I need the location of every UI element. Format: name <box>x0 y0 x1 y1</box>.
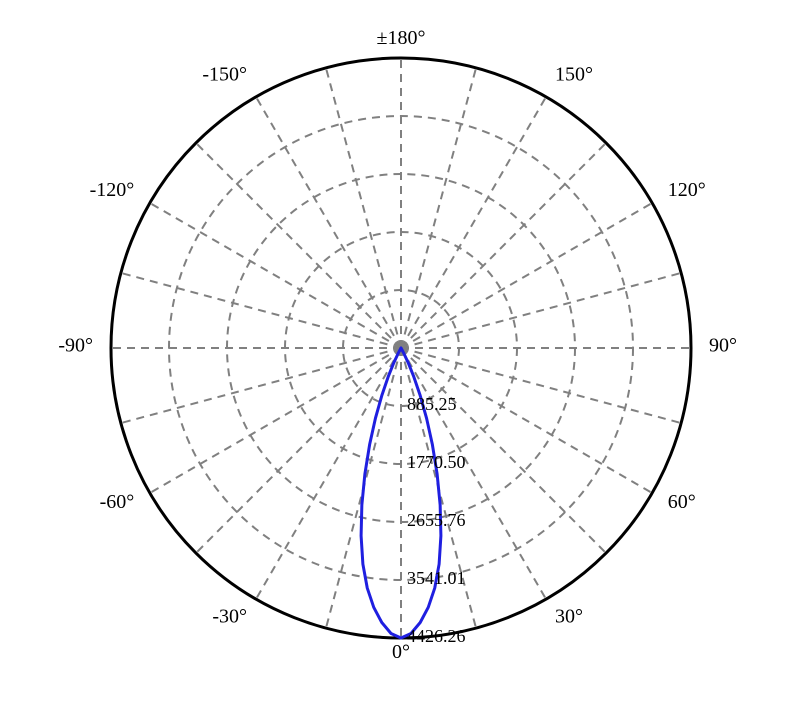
radial-tick-label: 885.25 <box>407 394 457 414</box>
angle-tick-label: 30° <box>555 606 583 628</box>
angle-tick-label: 90° <box>709 335 737 357</box>
polar-chart: 885.25 1770.50 2655.76 3541.01 4426.26 ±180° 1… <box>0 0 803 703</box>
angle-tick-label: 120° <box>668 179 706 201</box>
angle-tick-label: -60° <box>100 491 135 513</box>
angle-tick-label: -120° <box>90 179 135 201</box>
angle-tick-label: -30° <box>212 606 247 628</box>
angle-tick-label: -90° <box>58 335 93 357</box>
radial-tick-label: 2655.76 <box>407 510 466 530</box>
angle-tick-label: 60° <box>668 491 696 513</box>
angle-tick-label: -150° <box>202 63 247 85</box>
angle-tick-label: ±180° <box>377 27 426 49</box>
radial-tick-label: 1770.50 <box>407 452 466 472</box>
angle-tick-label: 150° <box>555 63 593 85</box>
radial-tick-label: 4426.26 <box>407 626 466 646</box>
radial-tick-label: 3541.01 <box>407 568 466 588</box>
angle-tick-label: 0° <box>392 641 410 663</box>
